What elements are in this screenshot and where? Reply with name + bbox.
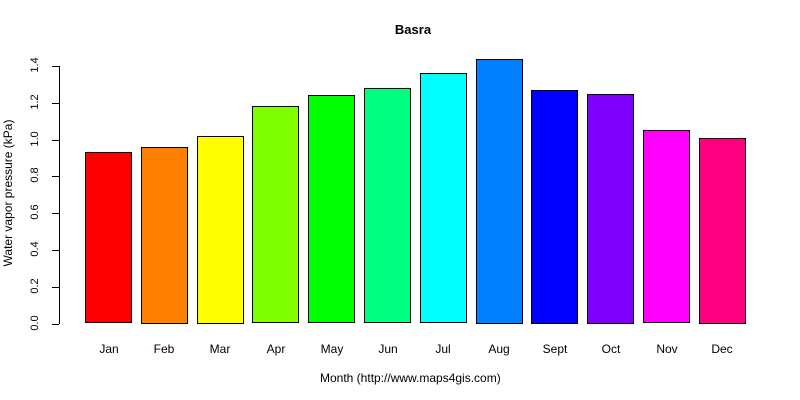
- y-tick-label: 0.2: [29, 278, 41, 294]
- bar-dec: [699, 138, 746, 324]
- y-tick-label: 1.4: [29, 57, 41, 73]
- y-axis-line: [59, 66, 60, 324]
- x-axis-label: Month (http://www.maps4gis.com): [320, 371, 501, 385]
- y-tick-label: 0.0: [29, 315, 41, 331]
- x-tick-label: Aug: [488, 342, 510, 356]
- x-tick-label: Dec: [711, 342, 733, 356]
- y-tick: [52, 176, 59, 177]
- x-tick-label: Oct: [601, 342, 621, 356]
- x-tick-label: Jan: [99, 342, 119, 356]
- y-tick: [52, 140, 59, 141]
- chart-title: Basra: [394, 22, 432, 37]
- bar-mar: [197, 136, 244, 324]
- bar-nov: [643, 130, 690, 323]
- y-tick: [52, 103, 59, 104]
- y-tick: [52, 213, 59, 214]
- x-tick-label: Jun: [378, 342, 398, 356]
- y-tick: [52, 287, 59, 288]
- x-tick-label: Apr: [266, 342, 286, 356]
- bar-aug: [476, 59, 523, 324]
- x-tick-label: Sept: [542, 342, 568, 356]
- bar-oct: [587, 94, 634, 324]
- x-tick-label: Jul: [435, 342, 451, 356]
- x-tick-label: Feb: [153, 342, 175, 356]
- bar-jan: [85, 152, 132, 323]
- bar-jul: [420, 73, 467, 323]
- bar-sept: [531, 90, 578, 324]
- bar-apr: [252, 106, 299, 323]
- y-tick-label: 1.2: [29, 94, 41, 110]
- y-axis-label: Water vapor pressure (kPa): [1, 119, 15, 267]
- y-tick-label: 0.8: [29, 167, 41, 183]
- x-tick-label: Mar: [209, 342, 231, 356]
- y-tick: [52, 324, 59, 325]
- x-tick-label: May: [320, 342, 344, 356]
- y-tick: [52, 66, 59, 67]
- bar-jun: [364, 88, 411, 323]
- y-tick-label: 0.4: [29, 241, 41, 257]
- bar-may: [308, 95, 355, 323]
- x-tick-label: Nov: [656, 342, 678, 356]
- y-tick: [52, 250, 59, 251]
- y-tick-label: 1.0: [29, 131, 41, 147]
- y-tick-label: 0.6: [29, 204, 41, 220]
- bar-feb: [141, 147, 188, 324]
